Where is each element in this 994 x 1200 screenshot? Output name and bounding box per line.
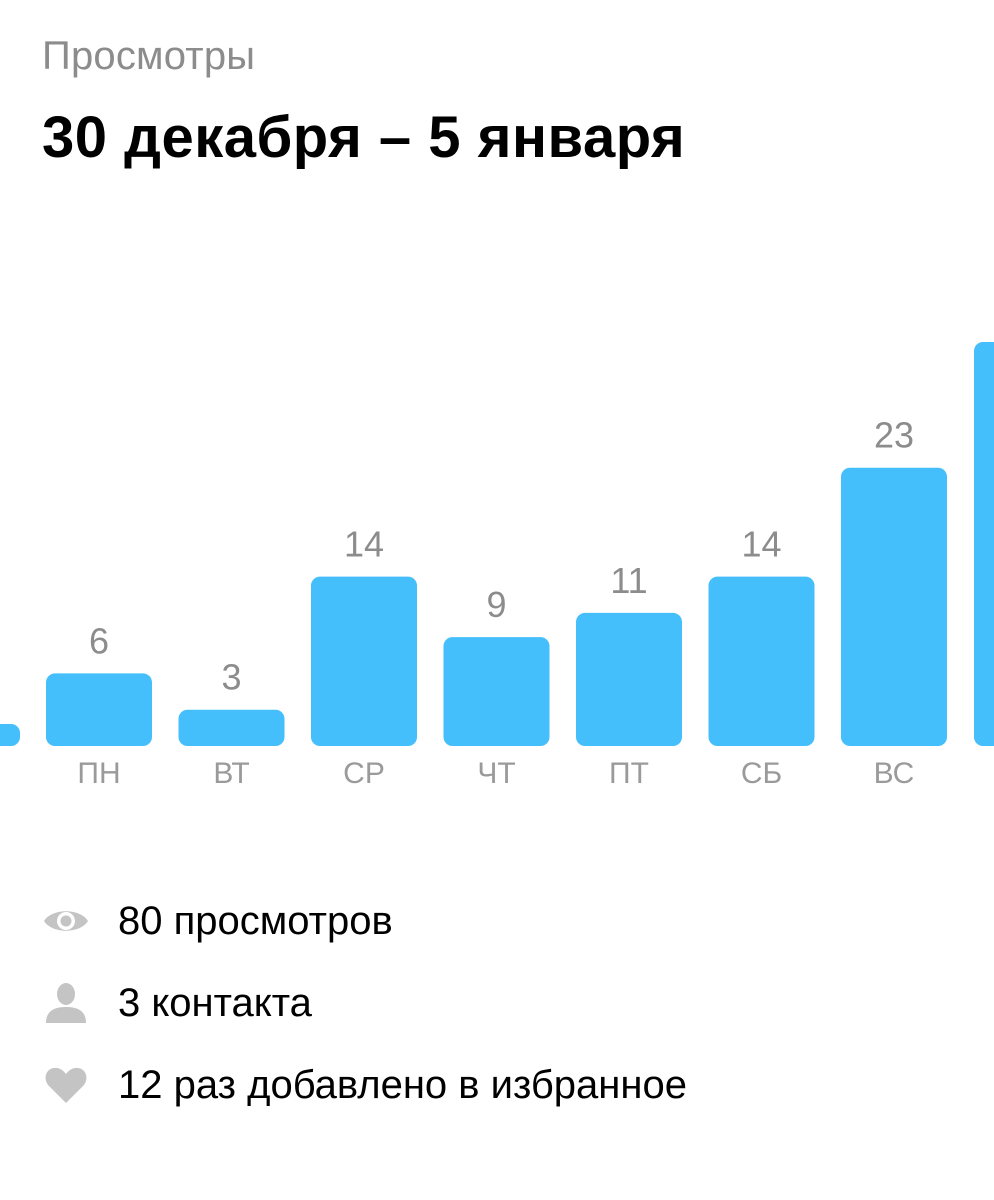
x-tick-label: ПТ — [609, 757, 649, 790]
chart-subtitle: Просмотры — [42, 34, 256, 78]
x-tick-label: СБ — [741, 757, 782, 790]
x-tick-label: ВТ — [213, 757, 249, 790]
bar-next-week-partial — [974, 342, 994, 746]
stat-favorites: 12 раз добавлено в избранное — [40, 1044, 687, 1126]
bar-value-label: 6 — [89, 620, 109, 661]
bar-value-label: 14 — [741, 524, 781, 565]
bar-previous-week-partial — [0, 724, 20, 746]
bar-7[interactable] — [841, 467, 947, 746]
bar-4[interactable] — [443, 637, 550, 746]
bar-5[interactable] — [576, 612, 682, 746]
stat-contacts: 3 контакта — [40, 962, 687, 1044]
bar-6[interactable] — [708, 576, 815, 746]
eye-icon — [40, 895, 92, 947]
x-tick-label: ПН — [77, 757, 120, 790]
x-tick-label: ВС — [874, 757, 915, 790]
bar-value-label: 9 — [486, 584, 506, 625]
bar-2[interactable] — [178, 709, 285, 746]
person-icon — [40, 977, 92, 1029]
bar-3[interactable] — [311, 576, 417, 746]
bar-value-label: 14 — [344, 524, 384, 565]
stat-contacts-text: 3 контакта — [118, 980, 312, 1025]
views-bar-chart[interactable]: 6 ПН 3 ВТ 14 СР 9 ЧТ 11 ПТ 14 СБ 23 ВС — [0, 300, 994, 800]
bar-1[interactable] — [46, 673, 152, 746]
bar-value-label: 3 — [221, 657, 241, 698]
stats-list: 80 просмотров 3 контакта 12 раз добавлен… — [40, 880, 687, 1126]
stat-views-text: 80 просмотров — [118, 898, 393, 943]
x-tick-label: ЧТ — [477, 757, 515, 790]
stat-views: 80 просмотров — [40, 880, 687, 962]
date-range-title: 30 декабря – 5 января — [42, 105, 686, 170]
stat-favorites-text: 12 раз добавлено в избранное — [118, 1062, 687, 1107]
heart-icon — [40, 1059, 92, 1111]
bar-value-label: 23 — [874, 415, 914, 456]
x-tick-label: СР — [343, 757, 385, 790]
bar-value-label: 11 — [610, 560, 647, 601]
